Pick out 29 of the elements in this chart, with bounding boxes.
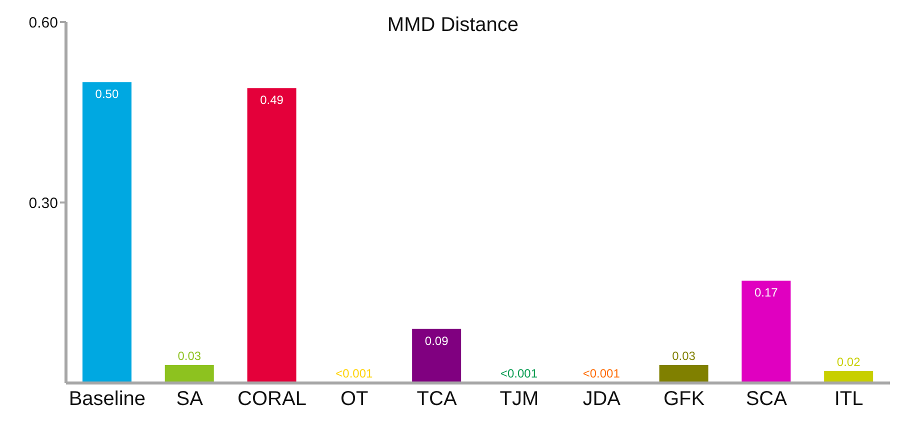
chart-title: MMD Distance (387, 14, 519, 36)
x-tick-label: TCA (416, 388, 458, 410)
x-tick-label: CORAL (238, 388, 306, 410)
x-tick-label: TJM (500, 388, 539, 410)
data-label: 0.09 (424, 334, 449, 348)
bar (164, 364, 214, 383)
x-tick-label: SA (176, 388, 204, 410)
data-label: <0.001 (582, 366, 620, 380)
data-label: <0.001 (336, 366, 374, 380)
data-label: 0.49 (260, 93, 284, 108)
data-label: 0.03 (178, 348, 202, 363)
bar (247, 88, 296, 383)
x-tick-label: SCA (746, 388, 788, 410)
bar (742, 280, 791, 383)
data-label: 0.17 (754, 286, 778, 300)
bar (412, 328, 462, 383)
y-tick-label: 0.60 (28, 14, 58, 32)
data-label: 0.02 (836, 354, 861, 369)
x-tick-label: OT (340, 388, 368, 410)
data-label: 0.50 (95, 87, 119, 102)
y-tick-label: 0.30 (28, 194, 58, 212)
bar (82, 82, 132, 383)
x-tick-label: JDA (582, 388, 622, 410)
x-tick-label: GFK (663, 388, 706, 410)
data-label: 0.03 (672, 348, 696, 363)
x-tick-label: ITL (834, 388, 864, 410)
x-tick-label: Baseline (68, 388, 146, 410)
data-label: <0.001 (500, 366, 538, 380)
bar (659, 364, 708, 383)
